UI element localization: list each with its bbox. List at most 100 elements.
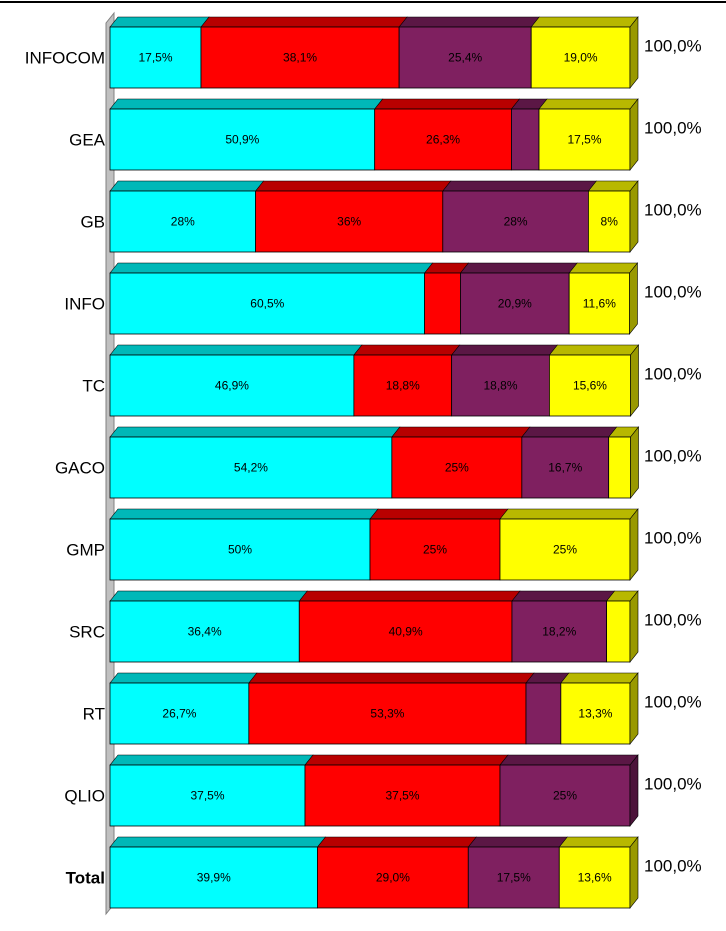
bar-top-face: [248, 672, 535, 684]
total-label: 100,0%: [644, 611, 702, 630]
bar-top-face: [548, 344, 640, 356]
bar-top-face: [200, 16, 408, 28]
data-label: 28%: [171, 215, 195, 229]
bar-top-face: [109, 672, 258, 684]
data-label: 15,6%: [573, 379, 607, 393]
data-label: 26,7%: [162, 707, 196, 721]
bar-side-face: [629, 98, 639, 171]
data-label: 13,3%: [578, 707, 612, 721]
total-label: 100,0%: [644, 37, 702, 56]
bar-segment-total-series-4: [558, 846, 631, 909]
data-label: 40,9%: [389, 625, 423, 639]
data-label: 50%: [228, 543, 252, 557]
data-label: 39,9%: [197, 871, 231, 885]
bar-segment-infocom-series-3: [398, 26, 532, 89]
data-label: 50,9%: [225, 133, 259, 147]
bar-top-face: [467, 836, 568, 848]
bar-segment-rt-series-1: [109, 682, 250, 745]
bar-top-face: [521, 426, 618, 438]
bar-top-face: [109, 262, 434, 274]
bar-segment-qlio-series-3: [499, 764, 631, 827]
data-label: 37,5%: [385, 789, 419, 803]
data-label: 17,5%: [497, 871, 531, 885]
bar-top-face: [499, 508, 639, 520]
bar-top-face: [316, 836, 477, 848]
category-label: INFO: [64, 295, 105, 314]
bar-segment-infocom-series-2: [200, 26, 400, 89]
bar-segment-rt-series-2: [248, 682, 527, 745]
total-label: 100,0%: [644, 365, 702, 384]
bar-segment-gea-series-2: [374, 108, 512, 171]
bar-top-face: [587, 180, 639, 192]
bar-segment-info-series-4: [568, 272, 630, 335]
bar-segment-gaco-series-2: [391, 436, 523, 499]
data-label: 37,5%: [190, 789, 224, 803]
bar-side-face: [629, 590, 639, 663]
bar-top-face: [459, 262, 578, 274]
bar-top-face: [353, 344, 461, 356]
data-label: 18,8%: [386, 379, 420, 393]
bar-side-face: [630, 426, 639, 499]
bar-top-face: [109, 508, 379, 520]
bar-segment-gb-series-1: [109, 190, 257, 253]
category-label: GACO: [55, 459, 105, 478]
data-label: 25,4%: [448, 51, 482, 65]
bar-top-face: [560, 672, 639, 684]
bar-side-face: [629, 16, 639, 89]
data-label: 60,5%: [250, 297, 284, 311]
bar-top-face: [109, 754, 314, 766]
bar-segment-tc-series-3: [451, 354, 550, 417]
data-label: 20,9%: [498, 297, 532, 311]
bar-segment-gmp-series-1: [109, 518, 371, 581]
bar-segment-infocom-series-1: [109, 26, 202, 89]
bar-side-face: [629, 262, 638, 335]
data-label: 53,3%: [370, 707, 404, 721]
data-label: 54,2%: [234, 461, 268, 475]
bar-segment-tc-series-4: [549, 354, 631, 417]
bar-top-face: [398, 16, 540, 28]
bar-top-face: [374, 98, 521, 110]
bar-side-face: [629, 508, 639, 581]
bar-segment-total-series-2: [317, 846, 469, 909]
bar-side-face: [630, 344, 639, 417]
bar-side-face: [629, 180, 639, 253]
data-label: 25%: [445, 461, 469, 475]
bar-top-face: [442, 180, 598, 192]
bar-top-face: [298, 590, 521, 602]
bar-segment-info-series-3: [460, 272, 570, 335]
bar-segment-gaco-series-4: [608, 436, 631, 499]
bar-top-face: [499, 754, 639, 766]
data-label: 17,5%: [138, 51, 172, 65]
bar-top-face: [558, 836, 639, 848]
bar-top-face: [369, 508, 509, 520]
bar-top-face: [109, 16, 210, 28]
data-label: 29,0%: [376, 871, 410, 885]
bar-top-face: [511, 590, 616, 602]
bar-segment-infocom-series-4: [530, 26, 631, 89]
bar-top-face: [304, 754, 509, 766]
bars-layer: [105, 11, 640, 916]
category-label: GEA: [69, 131, 106, 150]
bar-top-face: [254, 180, 452, 192]
category-label: RT: [83, 705, 105, 724]
data-label: 36,4%: [188, 625, 222, 639]
data-label: 38,1%: [283, 51, 317, 65]
bar-segment-gb-series-4: [588, 190, 631, 253]
data-label: 36%: [337, 215, 361, 229]
data-label: 46,9%: [215, 379, 249, 393]
total-label: 100,0%: [644, 775, 702, 794]
data-label: 17,5%: [567, 133, 601, 147]
bar-segment-gea-series-3: [511, 108, 540, 171]
data-label: 16,7%: [548, 461, 582, 475]
data-label: 26,3%: [426, 133, 460, 147]
bar-top-face: [109, 836, 327, 848]
total-label: 100,0%: [644, 201, 702, 220]
bar-segment-qlio-series-1: [109, 764, 306, 827]
bar-segment-src-series-1: [109, 600, 300, 663]
bar-top-face: [538, 98, 639, 110]
bar-segment-info-series-2: [424, 272, 461, 335]
bar-segment-src-series-2: [298, 600, 513, 663]
bar-top-face: [109, 98, 384, 110]
